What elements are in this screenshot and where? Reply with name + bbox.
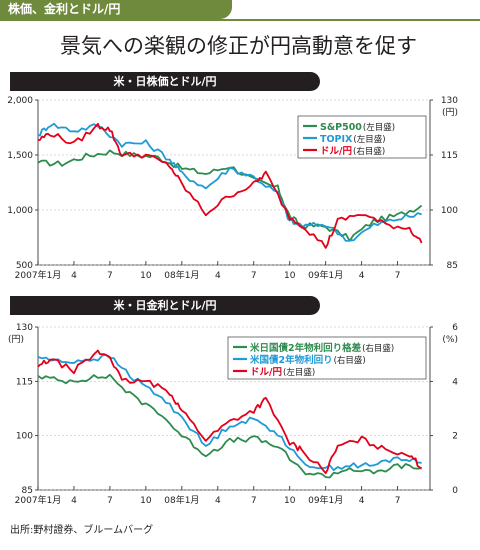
chart2-series-line	[37, 349, 423, 475]
chart1-left-tick-label: 500	[16, 261, 33, 271]
chart1-right-tick-label: 115	[441, 151, 458, 161]
source-note: 出所:野村證券、ブルームバーグ	[10, 525, 154, 536]
chart2-x-tick-label: 10	[140, 496, 152, 506]
chart2-left-unit: (円)	[8, 334, 24, 345]
chart2-x-tick-label: 4	[71, 496, 77, 506]
chart1-x-tick-label: 4	[359, 271, 365, 281]
chart1-right-unit: (円)	[442, 107, 458, 118]
chart1-series-line	[37, 149, 423, 242]
chart1-right-tick-label: 85	[447, 261, 458, 271]
chart2-right-tick-label: 4	[452, 377, 458, 387]
chart2-legend-label: 米日国債2年物利回り格差	[249, 342, 362, 354]
chart2-right-tick-label: 2	[452, 432, 458, 442]
topic-tag: 株価、金利とドル/円	[0, 0, 232, 19]
chart2-title: 米・日金利とドル/円	[10, 296, 320, 315]
chart2-right-tick-label: 6	[452, 323, 458, 333]
chart1-left-tick-label: 1,500	[7, 151, 33, 161]
chart1-legend-axis-note: (右目盛)	[353, 146, 385, 157]
chart2-left-tick-label: 115	[16, 377, 33, 387]
chart2-left-tick-label: 130	[16, 323, 33, 333]
chart2-left-tick-label: 85	[22, 486, 33, 496]
chart2-x-tick-label: 2007年1月	[15, 494, 62, 506]
chart2-legend-label: 米国債2年物利回り	[249, 354, 333, 366]
chart1-right-tick-label: 130	[441, 96, 458, 106]
chart2-legend-label: ドル/円	[250, 367, 282, 378]
chart1-x-tick-label: 2007年1月	[15, 269, 62, 281]
chart2-x-tick-label: 10	[284, 496, 296, 506]
chart1-legend-axis-note: (左目盛)	[353, 134, 385, 145]
chart2-x-tick-label: 7	[107, 496, 113, 506]
chart2-x-tick-label: 08年1月	[164, 494, 199, 506]
chart2-x-tick-label: 7	[395, 496, 401, 506]
chart1-series-line	[37, 122, 422, 242]
chart2-x-tick-label: 4	[359, 496, 365, 506]
chart1-right-tick-label: 100	[441, 206, 458, 216]
chart1-x-tick-label: 10	[284, 271, 296, 281]
chart1-x-tick-label: 4	[71, 271, 77, 281]
page-title: 景気への楽観の修正が円高動意を促す	[60, 34, 417, 58]
chart2-right-unit: (%)	[442, 335, 458, 345]
chart1-x-tick-label: 7	[251, 271, 257, 281]
chart2-legend-axis-note: (右目盛)	[362, 343, 394, 354]
chart2-x-tick-label: 4	[215, 496, 221, 506]
chart1-legend-label: S&P500	[320, 122, 362, 133]
chart1-x-tick-label: 7	[395, 271, 401, 281]
chart1-legend	[297, 115, 427, 159]
chart1-x-tick-label: 08年1月	[164, 269, 199, 281]
chart1-title: 米・日株価とドル/円	[10, 72, 320, 91]
chart2-x-tick-label: 09年1月	[308, 494, 343, 506]
chart2-left-tick-label: 100	[16, 432, 33, 442]
chart1-legend-label: TOPIX	[320, 134, 353, 145]
chart1-x-tick-label: 09年1月	[308, 269, 343, 281]
chart2-legend	[227, 336, 427, 380]
chart1-left-tick-label: 2,000	[7, 96, 33, 106]
chart1-x-tick-label: 4	[215, 271, 221, 281]
chart1-x-tick-label: 10	[140, 271, 152, 281]
chart1-legend-label: ドル/円	[320, 146, 352, 157]
chart1-x-tick-label: 7	[107, 271, 113, 281]
chart2-right-tick-label: 0	[452, 486, 458, 496]
chart2-series-line	[37, 353, 422, 472]
chart2-x-tick-label: 7	[251, 496, 257, 506]
headline-bar: 景気への楽観の修正が円高動意を促す	[0, 19, 480, 61]
chart2-legend-axis-note: (左目盛)	[283, 367, 315, 378]
chart2-legend-axis-note: (右目盛)	[334, 355, 366, 366]
chart1-legend-axis-note: (左目盛)	[363, 122, 395, 133]
chart1-left-tick-label: 1,000	[7, 206, 33, 216]
chart1-series-line	[37, 122, 423, 249]
chart2-series-line	[37, 373, 422, 479]
